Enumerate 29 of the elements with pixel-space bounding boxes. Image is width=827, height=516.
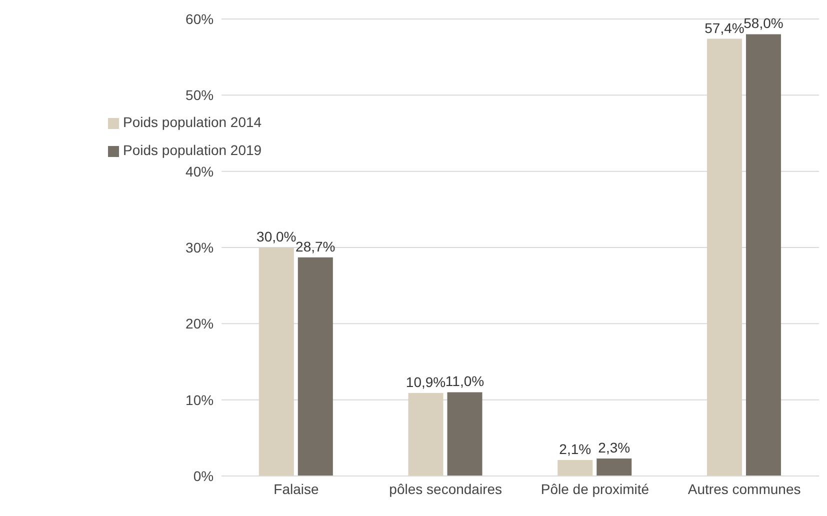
data-label: 2,1% xyxy=(559,441,592,458)
y-tick-label: 50% xyxy=(186,87,214,104)
data-label: 11,0% xyxy=(445,373,484,390)
bar xyxy=(558,460,593,476)
y-tick-label: 30% xyxy=(186,239,214,256)
bar xyxy=(746,34,781,476)
data-label: 58,0% xyxy=(744,15,784,32)
legend-label: Poids population 2019 xyxy=(123,142,262,158)
bar xyxy=(298,257,333,476)
x-tick-label: Pôle de proximité xyxy=(540,480,650,497)
x-tick-label: Falaise xyxy=(274,480,320,497)
bar xyxy=(706,38,742,476)
bar xyxy=(447,392,482,476)
bar xyxy=(258,248,294,476)
y-tick-label: 40% xyxy=(186,163,214,180)
data-label: 2,3% xyxy=(598,439,630,456)
bar xyxy=(596,458,632,476)
y-tick-label: 20% xyxy=(186,316,214,332)
y-tick-label: 0% xyxy=(193,468,214,484)
y-tick-label: 10% xyxy=(186,392,214,408)
y-tick-label: 60% xyxy=(186,10,214,27)
x-tick-label: Autres communes xyxy=(688,480,801,497)
data-label: 30,0% xyxy=(256,228,296,244)
bar xyxy=(408,392,444,476)
legend-label: Poids population 2014 xyxy=(123,114,262,130)
x-tick-label: pôles secondaires xyxy=(389,480,502,497)
data-label: 57,4% xyxy=(704,20,744,36)
data-label: 28,7% xyxy=(296,238,336,254)
data-label: 10,9% xyxy=(406,374,446,390)
